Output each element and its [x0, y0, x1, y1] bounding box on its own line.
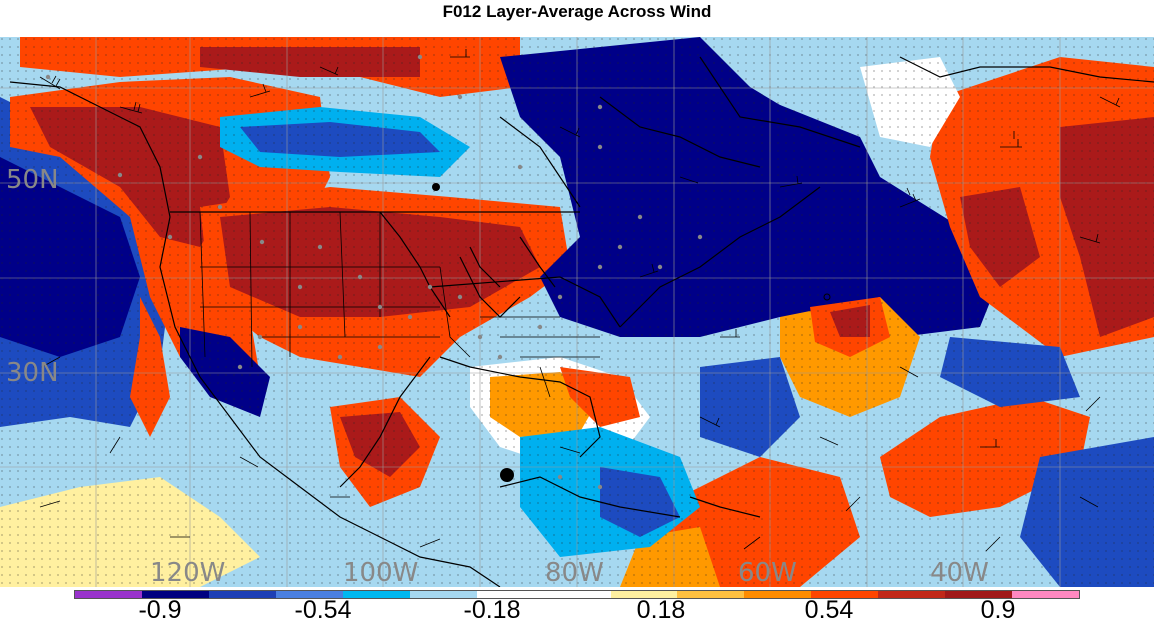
colorbar-label: 0.9: [980, 596, 1016, 624]
state-borders: [199, 211, 600, 398]
colorbar-label: -0.18: [463, 596, 521, 624]
colorbar-swatch: [275, 591, 343, 598]
marker-dot-north: [432, 183, 440, 191]
colorbar-swatch: [342, 591, 410, 598]
colorbar-swatch: [677, 591, 745, 598]
colorbar-swatch: [543, 591, 611, 598]
colorbar-swatch: [409, 591, 477, 598]
marker-dot-south: [500, 468, 514, 482]
station-dots: [45, 54, 703, 490]
colorbar-swatch: [141, 591, 209, 598]
colorbar: [74, 590, 1080, 599]
colorbar-label: 0.54: [804, 596, 854, 624]
colorbar-swatch: [811, 591, 879, 598]
colorbar-swatch: [878, 591, 946, 598]
colorbar-swatch: [75, 591, 142, 598]
colorbar-swatch: [945, 591, 1013, 598]
colorbar-swatch: [744, 591, 812, 598]
graticule: [0, 37, 1154, 587]
colorbar-label: -0.54: [294, 596, 352, 624]
marker-ring: [823, 293, 831, 301]
map-title: F012 Layer-Average Across Wind: [442, 2, 712, 21]
colorbar-swatch: [610, 591, 678, 598]
colorbar-swatch: [476, 591, 544, 598]
wind-barbs: [39, 49, 1121, 552]
colorbar-label: 0.18: [636, 596, 686, 624]
map-canvas: [0, 37, 1154, 587]
colorbar-swatch: [1012, 591, 1080, 598]
colorbar-swatch: [208, 591, 276, 598]
coastlines: [9, 56, 1154, 587]
weather-map: 50N 30N 120W 100W 80W 60W 40W: [0, 37, 1154, 587]
colorbar-label: -0.9: [138, 596, 182, 624]
